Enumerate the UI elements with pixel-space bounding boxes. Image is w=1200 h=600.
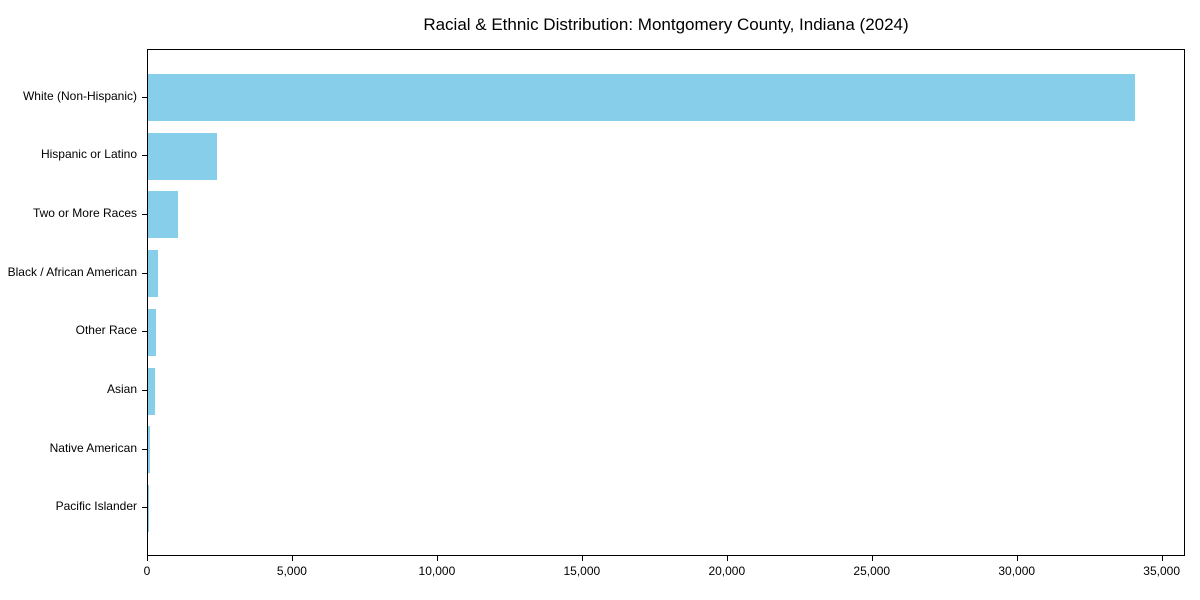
bar-hispanic-or-latino [148,132,218,180]
ytick-label-native-american: Native American [49,440,137,455]
ytick-mark [142,448,147,450]
ytick-mark [142,390,147,391]
ytick-mark [142,213,147,215]
ytick-label-black-african-american: Black / African American [7,264,137,279]
xtick-label-35000: 35,000 [1143,564,1181,578]
ytick-label-asian: Asian [106,382,137,396]
ytick-mark [142,331,147,333]
ytick-mark [142,507,147,509]
xtick-label-30000: 30,000 [998,564,1036,578]
bar-two-or-more-races [148,191,179,239]
ytick-label-other-race: Other Race [75,323,137,338]
ytick-label-pacific-islander: Pacific Islander [55,499,137,514]
xtick-mark [436,556,438,561]
xtick-mark [871,556,873,561]
xtick-mark [147,556,148,561]
bar-native-american [148,426,150,474]
xtick-label-25000: 25,000 [853,564,891,578]
plot-area [147,49,1185,556]
xtick-mark [291,556,293,561]
ytick-label-hispanic-or-latino: Hispanic or Latino [40,147,137,162]
xtick-label-10000: 10,000 [418,564,456,578]
bar-black-african-american [148,250,159,298]
ytick-mark [142,155,147,157]
xtick-mark [726,556,728,561]
ytick-label-two-or-more-races: Two or More Races [32,205,137,220]
ytick-mark [142,272,147,274]
bar-asian [148,367,156,415]
bar-other-race [148,308,157,356]
xtick-label-15000: 15,000 [563,564,601,578]
xtick-label-5000: 5,000 [276,564,307,578]
chart-title: Racial & Ethnic Distribution: Montgomery… [423,15,909,34]
xtick-label-20000: 20,000 [708,564,746,578]
xtick-mark [581,556,583,561]
ytick-label-white-non-hispanic: White (Non-Hispanic) [22,88,137,103]
xtick-mark [1161,556,1163,561]
bar-white-non-hispanic [148,74,1135,121]
xtick-mark [1016,556,1018,561]
xtick-label-0: 0 [143,564,151,578]
ytick-mark [142,96,147,98]
